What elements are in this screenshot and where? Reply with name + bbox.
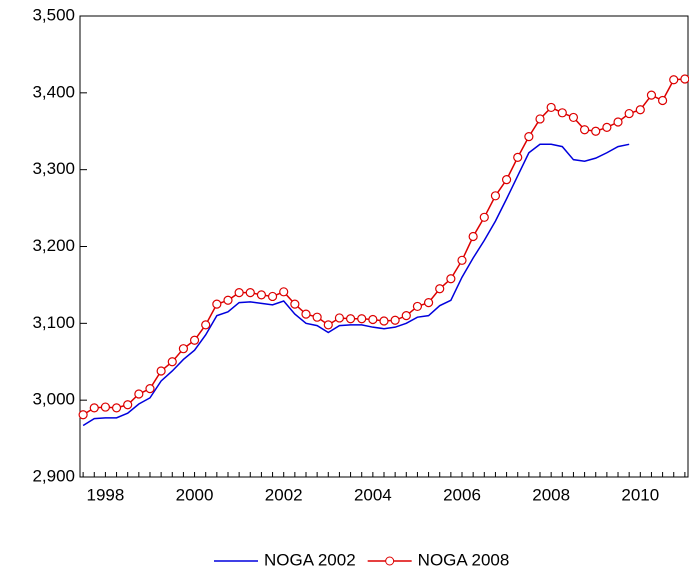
point-marker [201, 320, 211, 330]
point-marker [479, 212, 489, 222]
point-marker [345, 314, 356, 324]
point-marker [178, 344, 189, 354]
plot-frame [79, 15, 689, 478]
point-marker [468, 231, 478, 242]
series-line [82, 143, 630, 427]
point-marker [635, 105, 645, 115]
point-marker [579, 125, 590, 135]
x-tick-label: 1998 [86, 485, 124, 504]
y-tick-label: 3,000 [32, 390, 75, 409]
y-tick-label: 3,500 [32, 5, 75, 24]
point-marker [290, 299, 300, 309]
y-tick-label: 2,900 [32, 466, 75, 485]
point-marker [490, 191, 501, 201]
point-marker [524, 132, 534, 142]
point-marker [156, 366, 166, 376]
point-marker [501, 175, 512, 185]
point-marker [390, 315, 400, 325]
point-marker [680, 74, 689, 84]
point-marker [535, 114, 545, 124]
point-marker [134, 389, 144, 399]
point-marker [613, 117, 623, 127]
point-marker [435, 284, 445, 294]
point-marker [256, 290, 267, 300]
point-marker [412, 301, 423, 312]
legend-marker [385, 556, 395, 566]
point-marker [557, 108, 567, 118]
point-marker [457, 255, 467, 265]
point-marker [312, 312, 322, 322]
point-marker [123, 400, 133, 410]
x-tick-label: 2010 [621, 485, 659, 504]
point-marker [267, 291, 278, 302]
point-marker [279, 287, 289, 297]
x-tick-label: 2006 [443, 485, 481, 504]
point-marker [189, 335, 200, 345]
point-marker [546, 102, 556, 113]
point-marker [646, 90, 657, 100]
point-marker [423, 297, 434, 308]
point-marker [78, 410, 88, 420]
point-marker [212, 299, 222, 309]
point-marker [368, 314, 378, 325]
point-marker [379, 316, 389, 326]
y-tick-label: 3,200 [32, 236, 75, 255]
x-tick-label: 2004 [354, 485, 392, 504]
point-marker [657, 95, 668, 106]
legend-label: NOGA 2002 [264, 550, 356, 569]
point-marker [401, 311, 411, 321]
point-marker [602, 122, 612, 133]
point-marker [334, 313, 345, 323]
y-tick-label: 3,400 [32, 82, 75, 101]
point-marker [245, 288, 255, 298]
point-marker [624, 108, 634, 119]
point-marker [89, 403, 99, 413]
point-marker [446, 274, 456, 284]
x-tick-label: 2002 [265, 485, 303, 504]
point-marker [234, 288, 244, 298]
point-marker [100, 402, 111, 412]
x-tick-label: 2000 [176, 485, 214, 504]
point-marker [568, 112, 579, 123]
point-marker [145, 384, 155, 394]
y-tick-label: 3,300 [32, 159, 75, 178]
point-marker [591, 126, 601, 136]
y-tick-label: 3,100 [32, 313, 75, 332]
point-marker [669, 75, 679, 85]
point-marker [167, 357, 177, 367]
point-marker [513, 152, 523, 162]
point-marker [301, 309, 311, 319]
point-marker [323, 320, 333, 330]
point-marker [357, 314, 367, 324]
point-marker [111, 403, 122, 413]
legend-label: NOGA 2008 [418, 550, 510, 569]
x-tick-label: 2008 [532, 485, 570, 504]
point-marker [223, 295, 233, 305]
